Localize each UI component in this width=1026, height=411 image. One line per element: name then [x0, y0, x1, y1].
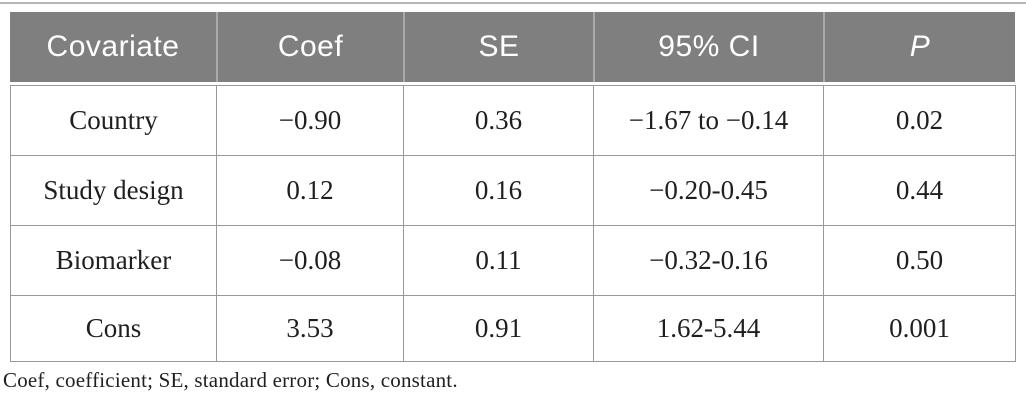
column-header-covariate: Covariate	[46, 30, 180, 63]
cell-p: 0.001	[823, 295, 1016, 362]
cell-covariate: Biomarker	[10, 225, 217, 296]
cell-se: 0.16	[403, 155, 594, 226]
cell-coef: −0.08	[216, 225, 404, 296]
table-row-cons: Cons 3.53 0.91 1.62-5.44 0.001	[10, 295, 1016, 362]
cell-coef: 0.12	[216, 155, 404, 226]
table-header-row: Covariate Coef SE 95% CI P	[10, 12, 1015, 82]
cell-95ci: 1.62-5.44	[593, 295, 824, 362]
cell-95ci: −1.67 to −0.14	[593, 85, 824, 156]
cell-se: 0.36	[403, 85, 594, 156]
cell-se: 0.11	[403, 225, 594, 296]
cell-p: 0.44	[823, 155, 1016, 226]
table-row-study-design: Study design 0.12 0.16 −0.20-0.45 0.44	[10, 155, 1016, 226]
column-header-95ci: 95% CI	[593, 12, 823, 82]
table-body: Country −0.90 0.36 −1.67 to −0.14 0.02 S…	[10, 85, 1016, 362]
column-header-coef: Coef	[216, 12, 403, 82]
cell-95ci: −0.32-0.16	[593, 225, 824, 296]
table-row-country: Country −0.90 0.36 −1.67 to −0.14 0.02	[10, 85, 1016, 156]
cell-covariate: Study design	[10, 155, 217, 226]
cell-p: 0.02	[823, 85, 1016, 156]
column-header-se: SE	[403, 12, 593, 82]
column-header-p: P	[823, 12, 1015, 82]
cell-coef: 3.53	[216, 295, 404, 362]
cell-coef: −0.90	[216, 85, 404, 156]
cell-covariate: Cons	[10, 295, 217, 362]
cell-se: 0.91	[403, 295, 594, 362]
cell-covariate: Country	[10, 85, 217, 156]
table-footnote: Coef, coefficient; SE, standard error; C…	[3, 368, 458, 392]
table-row-biomarker: Biomarker −0.08 0.11 −0.32-0.16 0.50	[10, 225, 1016, 296]
top-divider-rule	[0, 2, 1026, 4]
cell-p: 0.50	[823, 225, 1016, 296]
regression-table: Covariate Coef SE 95% CI P Country −0.90…	[10, 12, 1016, 362]
cell-95ci: −0.20-0.45	[593, 155, 824, 226]
